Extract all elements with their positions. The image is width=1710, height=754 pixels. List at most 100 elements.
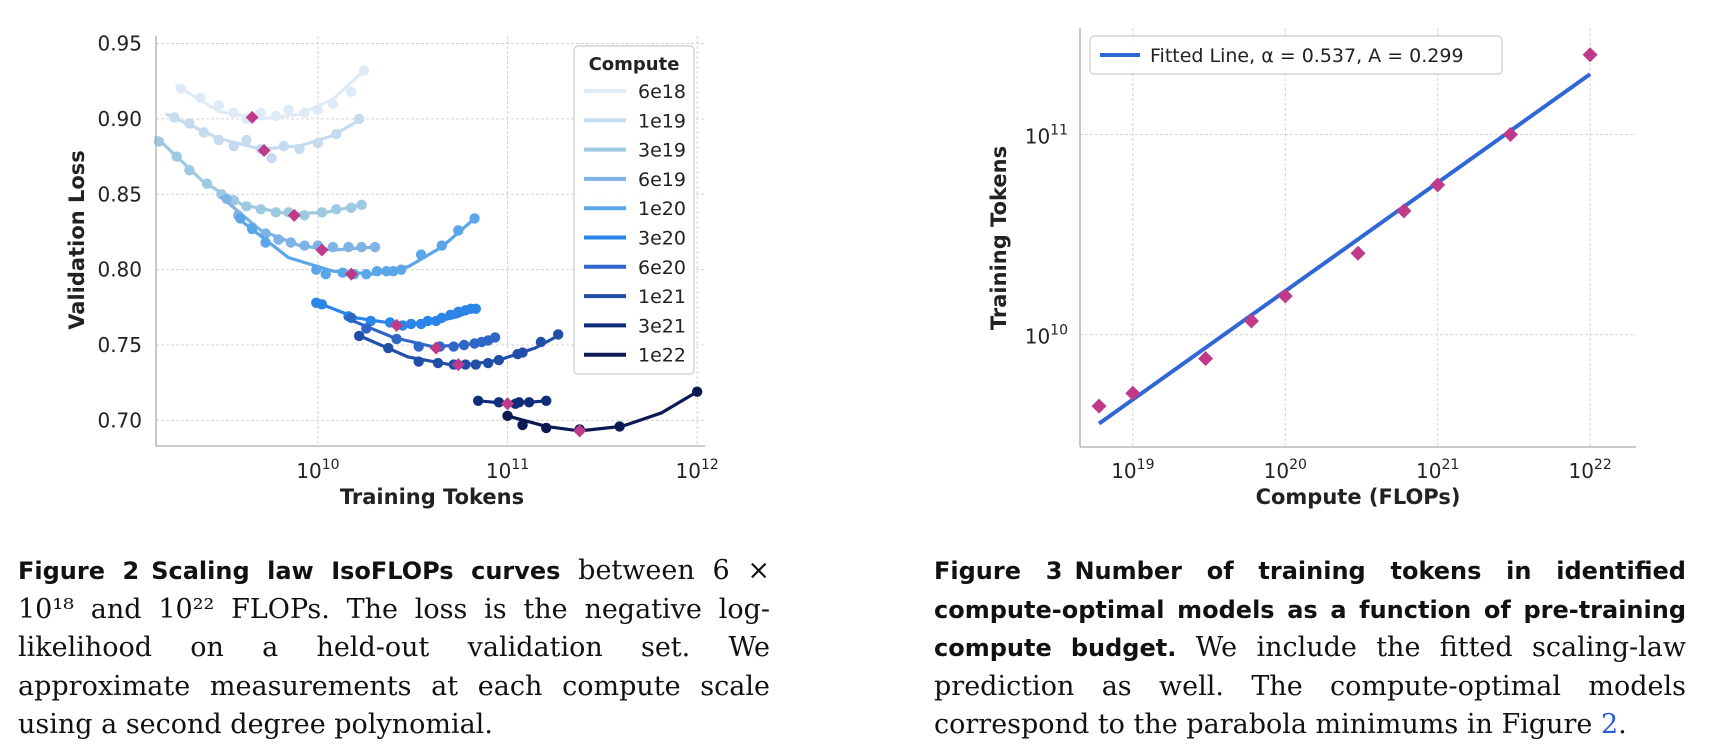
optimal-model-marker: [1091, 398, 1107, 414]
data-point: [405, 318, 417, 330]
data-point: [169, 112, 180, 123]
data-point: [552, 329, 564, 340]
data-point: [171, 151, 182, 162]
data-point: [273, 234, 284, 245]
axes: [1079, 28, 1636, 448]
figure-2-caption: Figure 2 Scaling law IsoFLOPs curves betw…: [18, 552, 770, 745]
data-point: [489, 332, 501, 343]
y-tick-label: 0.70: [97, 408, 142, 432]
data-point: [436, 312, 447, 324]
legend-label-6e20: 6e20: [638, 257, 686, 279]
fitted-line: [1097, 72, 1592, 426]
ticks: 1019 1020 1021 1022 1010 1011: [1025, 122, 1612, 483]
data-point: [432, 357, 444, 369]
x-axis-label: Training Tokens: [340, 485, 524, 509]
data-point: [320, 268, 331, 280]
data-point: [523, 397, 535, 408]
legend: Fitted Line, α = 0.537, A = 0.299: [1089, 35, 1503, 75]
minimum-marker: [315, 243, 329, 257]
data-point: [472, 395, 484, 406]
data-point: [270, 207, 282, 218]
legend-title: Compute: [589, 54, 680, 75]
optimal-model-marker: [1396, 203, 1412, 219]
series-1e22: [502, 386, 703, 438]
data-point: [460, 359, 471, 370]
data-point: [312, 137, 324, 149]
data-point: [361, 323, 372, 334]
figure-2-reference-link[interactable]: 2: [1600, 709, 1619, 740]
data-point: [413, 356, 424, 367]
data-point: [299, 240, 310, 251]
data-point: [312, 104, 324, 116]
data-point: [358, 65, 370, 76]
figure-3-end: .: [1618, 709, 1627, 740]
minimum-marker: [573, 424, 587, 438]
data-point: [470, 303, 481, 315]
data-point: [294, 143, 305, 155]
y-tick-label: 1010: [1025, 323, 1068, 349]
x-tick-label: 1020: [1264, 457, 1307, 483]
data-point: [255, 204, 267, 215]
optimal-model-marker: [1198, 351, 1214, 367]
minimum-marker: [451, 358, 465, 372]
data-point: [213, 134, 224, 146]
data-point: [517, 347, 528, 358]
data-point: [482, 357, 494, 369]
legend-label-3e21: 3e21: [638, 315, 686, 337]
y-tick-label: 0.95: [97, 32, 142, 56]
figure-3-text: We include the fitted scaling-law predic…: [934, 632, 1686, 740]
legend-label-6e18: 6e18: [638, 81, 686, 103]
x-tick-label: 1010: [296, 457, 339, 483]
fit-curve-6e18: [175, 69, 366, 121]
data-point: [541, 422, 552, 434]
x-tick-label: 1021: [1416, 457, 1459, 483]
series-1e21: [353, 329, 564, 372]
y-tick-label: 0.85: [97, 182, 142, 206]
figure-2-text: between 6 × 10¹⁸ and 10²² FLOPs. The los…: [18, 555, 770, 740]
data-point: [241, 201, 252, 212]
data-point: [445, 309, 456, 321]
x-tick-label: 1012: [676, 457, 719, 483]
y-tick-label: 0.75: [97, 333, 142, 357]
data-point: [221, 193, 232, 204]
figure-3-label: Figure 3: [934, 557, 1063, 585]
data-point: [198, 127, 209, 138]
data-point: [327, 241, 339, 253]
y-tick-label: 0.90: [97, 107, 142, 131]
data-point: [391, 333, 402, 345]
legend-label: Fitted Line, α = 0.537, A = 0.299: [1150, 45, 1464, 67]
data-point: [235, 213, 246, 224]
data-point: [331, 128, 342, 140]
data-point: [369, 241, 381, 253]
data-point: [228, 140, 239, 152]
optimal-model-marker: [1430, 177, 1446, 193]
data-point: [448, 341, 459, 352]
optimal-model-marker: [1582, 47, 1598, 63]
data-point: [493, 397, 505, 408]
data-point: [184, 118, 195, 129]
y-tick-label: 0.80: [97, 258, 142, 282]
data-point: [356, 199, 367, 211]
data-point: [270, 110, 282, 122]
y-axis-label: Validation Loss: [65, 150, 89, 330]
ticks: 0.70 0.75 0.80 0.85 0.90 0.95 1010 1011 1012: [97, 32, 718, 483]
optimal-model-marker: [1277, 288, 1293, 304]
data-point: [285, 237, 297, 248]
series-1e19: [165, 112, 365, 164]
minimum-marker: [344, 267, 358, 281]
data-point: [331, 204, 342, 215]
axes: [155, 36, 705, 447]
data-point: [614, 421, 625, 432]
data-point: [343, 241, 354, 253]
data-point: [513, 397, 525, 408]
legend-label-1e19: 1e19: [638, 110, 686, 132]
data-point: [201, 178, 213, 189]
optimal-model-marker: [1125, 385, 1141, 401]
data-point: [327, 98, 339, 110]
data-point: [388, 265, 399, 277]
grid: [1080, 28, 1636, 447]
data-point: [469, 213, 480, 224]
figure-3-title: Number of training tokens in identified …: [934, 557, 1686, 662]
data-point: [453, 225, 464, 236]
legend: Compute 6e18 1e19 3e19 6e19 1e20 3e20 6e20 1e21…: [573, 45, 695, 375]
